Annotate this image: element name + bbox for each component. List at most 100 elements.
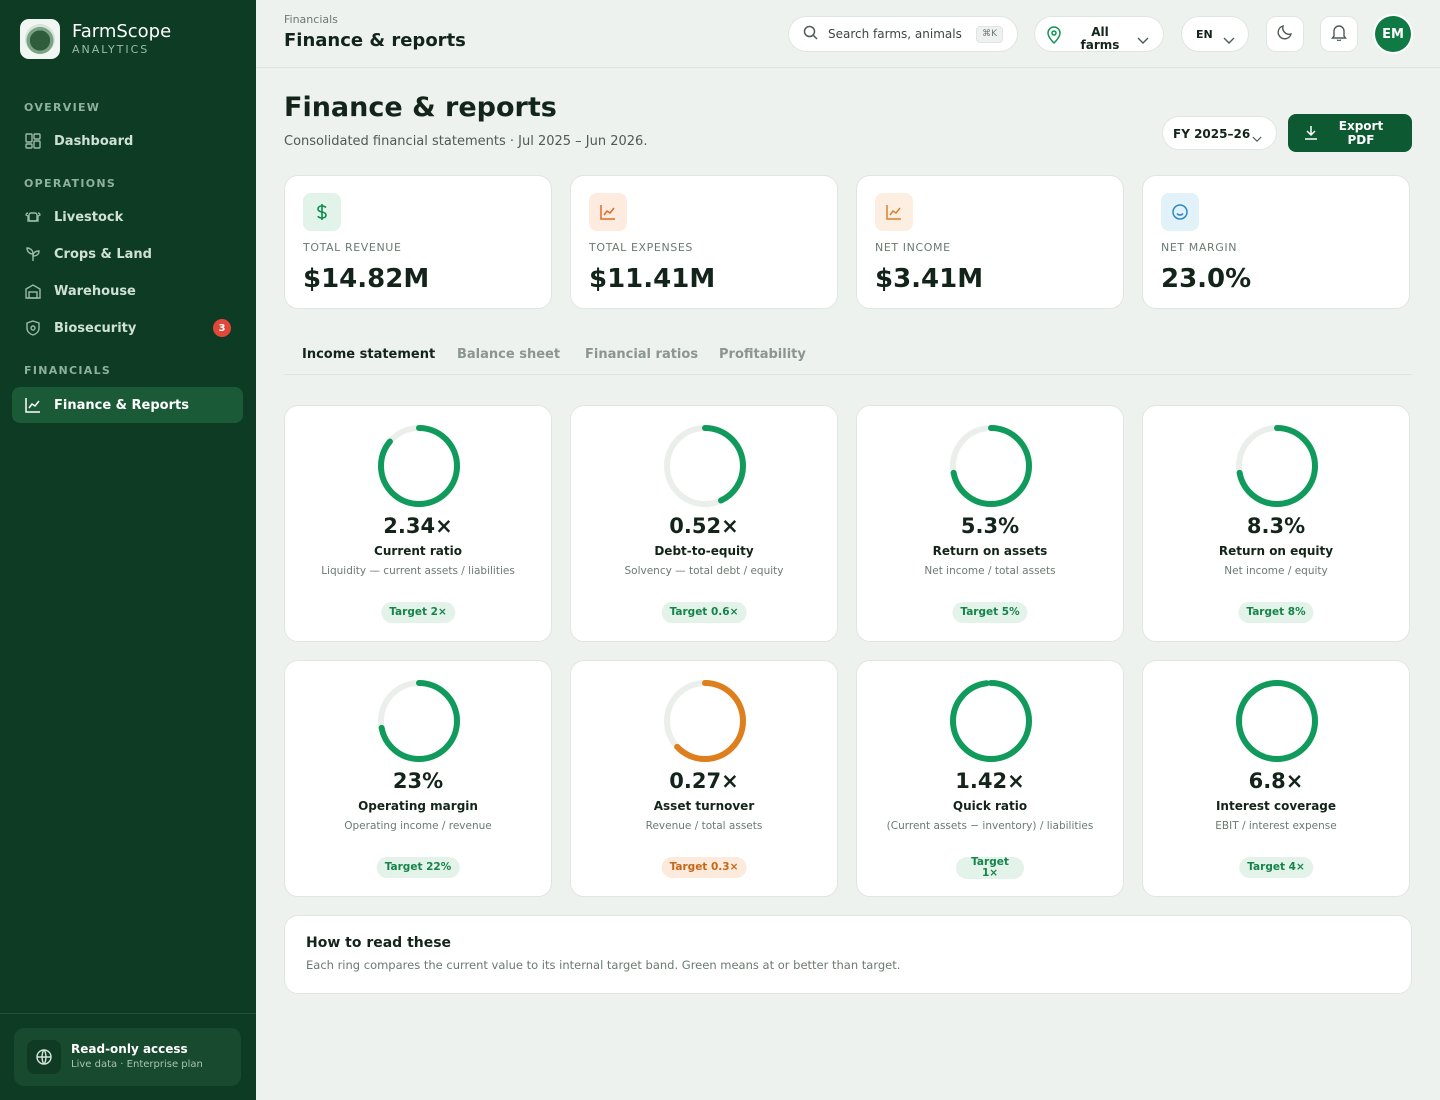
- ratio-card: 23% Operating margin Operating income / re…: [284, 660, 552, 897]
- ratio-name: Asset turnover: [653, 799, 755, 813]
- help-title: How to read these: [306, 935, 452, 951]
- ratio-name: Debt-to-equity: [654, 544, 754, 558]
- kpi-value: 23.0%: [1161, 264, 1252, 294]
- target-badge: Target 8%: [1238, 602, 1314, 623]
- progress-ring: [950, 425, 1032, 507]
- access-subtitle: Live data · Enterprise plan: [71, 1059, 203, 1070]
- page-title: Finance & reports: [284, 92, 557, 123]
- kpi-card: TOTAL REVENUE $14.82M: [284, 175, 552, 309]
- farm-filter-select[interactable]: All farms: [1034, 16, 1164, 52]
- help-card: How to read these Each ring compares the…: [284, 915, 1412, 994]
- brand-subtitle: ANALYTICS: [72, 43, 150, 56]
- topbar: Financials Finance & reports ⌘K All farm…: [256, 0, 1440, 68]
- farm-filter-value: All farms: [1080, 25, 1120, 52]
- chevron-down-icon: [1252, 128, 1262, 147]
- progress-ring-fill: [664, 680, 746, 762]
- tab-financial-ratios[interactable]: Financial ratios: [585, 347, 699, 362]
- target-badge: Target 0.3×: [661, 857, 747, 878]
- target-badge: Target 0.6×: [661, 602, 747, 623]
- progress-ring: [378, 680, 460, 762]
- ratio-name: Return on equity: [1218, 544, 1334, 558]
- chevron-down-icon: [1137, 30, 1149, 49]
- sidebar: FarmScope ANALYTICS OVERVIEW Dashboard O…: [0, 0, 256, 1100]
- ratio-description: Net income / total assets: [924, 565, 1056, 577]
- kpi-card: NET MARGIN 23.0%: [1142, 175, 1410, 309]
- progress-ring: [664, 425, 746, 507]
- fiscal-year-select[interactable]: FY 2025–26: [1162, 116, 1277, 150]
- progress-ring-fill: [1236, 425, 1318, 507]
- ratio-description: (Current assets − inventory) / liabiliti…: [886, 820, 1094, 832]
- dollar-icon: [303, 193, 341, 231]
- ratio-description: Net income / equity: [1224, 565, 1328, 577]
- target-badge: Target 1×: [956, 857, 1024, 879]
- target-badge: Target 2×: [381, 602, 455, 623]
- sidebar-item-biosecurity[interactable]: Biosecurity 3: [12, 310, 243, 346]
- tab-profitability[interactable]: Profitability: [719, 347, 806, 362]
- notifications-button[interactable]: [1320, 16, 1358, 52]
- location-pin-icon: [1046, 26, 1062, 48]
- tab-balance-sheet[interactable]: Balance sheet: [457, 347, 561, 362]
- warehouse-icon: [24, 282, 42, 300]
- sidebar-divider: [0, 1013, 256, 1014]
- topbar-title: Finance & reports: [284, 30, 466, 51]
- alert-count-badge: 3: [213, 319, 231, 337]
- export-pdf-button[interactable]: Export PDF: [1288, 114, 1412, 152]
- search-input[interactable]: [828, 27, 963, 41]
- ratio-card: 0.27× Asset turnover Revenue / total asset…: [570, 660, 838, 897]
- theme-toggle-button[interactable]: [1266, 16, 1304, 52]
- sidebar-item-crops-land[interactable]: Crops & Land: [12, 236, 243, 272]
- brand-name: FarmScope: [72, 21, 172, 42]
- breadcrumb[interactable]: Financials: [284, 13, 338, 26]
- access-title: Read-only access: [71, 1042, 188, 1056]
- ratio-value: 0.27×: [669, 769, 739, 793]
- progress-ring-fill: [950, 680, 1032, 762]
- ratio-name: Quick ratio: [952, 799, 1028, 813]
- page-subtitle: Consolidated financial statements · Jul …: [284, 134, 648, 149]
- ratio-value: 2.34×: [383, 514, 453, 538]
- progress-ring: [664, 680, 746, 762]
- language-value: EN: [1196, 28, 1213, 41]
- sidebar-item-label: Biosecurity: [54, 320, 137, 336]
- ratio-card: 5.3% Return on assets Net income / total a…: [856, 405, 1124, 642]
- access-card: Read-only access Live data · Enterprise …: [14, 1028, 241, 1086]
- help-text: Each ring compares the current value to …: [306, 958, 901, 972]
- trend-icon: [875, 193, 913, 231]
- moon-icon: [1277, 24, 1293, 44]
- target-badge: Target 22%: [376, 857, 460, 878]
- logo: [20, 19, 60, 59]
- target-badge: Target 5%: [952, 602, 1028, 623]
- sidebar-item-label: Warehouse: [54, 283, 136, 299]
- tab-income-statement[interactable]: Income statement: [302, 347, 436, 362]
- smile-icon: [1161, 193, 1199, 231]
- ratio-card: 0.52× Debt-to-equity Solvency — total debt…: [570, 405, 838, 642]
- avatar[interactable]: EM: [1375, 16, 1411, 52]
- sidebar-item-dashboard[interactable]: Dashboard: [12, 123, 243, 159]
- kpi-value: $3.41M: [875, 264, 984, 294]
- sidebar-item-label: Crops & Land: [54, 246, 152, 262]
- download-icon: [1304, 125, 1318, 145]
- ratio-value: 6.8×: [1248, 769, 1304, 793]
- brand[interactable]: FarmScope ANALYTICS: [20, 19, 171, 59]
- ratio-description: Revenue / total assets: [645, 820, 763, 832]
- ratio-name: Current ratio: [374, 544, 462, 558]
- language-select[interactable]: EN: [1181, 16, 1249, 52]
- chevron-down-icon: [1223, 30, 1235, 49]
- ratio-value: 23%: [392, 769, 444, 793]
- sidebar-item-finance-reports[interactable]: Finance & Reports: [12, 387, 243, 423]
- sidebar-item-livestock[interactable]: Livestock: [12, 199, 243, 235]
- sidebar-item-label: Finance & Reports: [54, 397, 189, 413]
- target-badge: Target 4×: [1239, 857, 1313, 878]
- sidebar-item-warehouse[interactable]: Warehouse: [12, 273, 243, 309]
- kpi-value: $14.82M: [303, 264, 430, 294]
- search-box[interactable]: ⌘K: [788, 16, 1018, 52]
- sidebar-item-label: Livestock: [54, 209, 124, 225]
- livestock-icon: [24, 208, 42, 226]
- ratio-name: Operating margin: [358, 799, 478, 813]
- export-pdf-label: Export PDF: [1338, 119, 1384, 147]
- ratio-card: 6.8× Interest coverage EBIT / interest exp…: [1142, 660, 1410, 897]
- ratio-card: 8.3% Return on equity Net income / equity T…: [1142, 405, 1410, 642]
- progress-ring-fill: [950, 425, 1032, 507]
- ratio-card: 1.42× Quick ratio (Current assets − invent…: [856, 660, 1124, 897]
- nav-section-operations: OPERATIONS: [24, 177, 117, 190]
- chart-icon: [24, 396, 42, 414]
